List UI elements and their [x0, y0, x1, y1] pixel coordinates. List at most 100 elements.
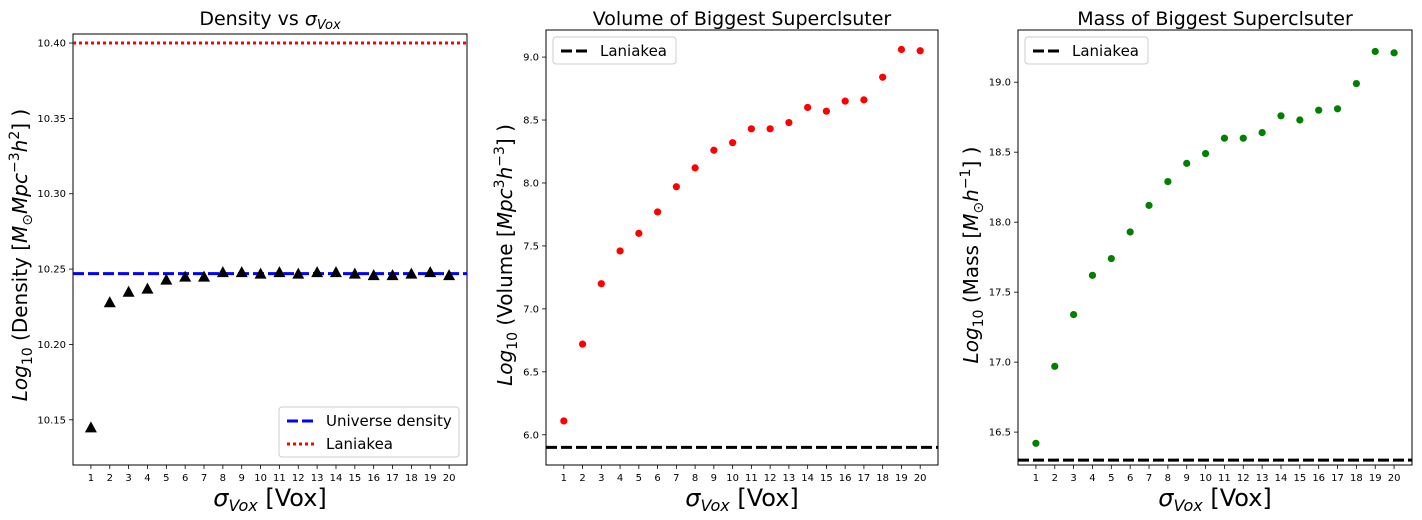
density-title: Density vs σVox [199, 8, 341, 33]
volume-y-tick-label: 8.0 [523, 178, 539, 189]
volume-x-tick-label: 18 [876, 473, 889, 484]
mass-y-tick-label: 16.5 [989, 428, 1011, 439]
mass-x-tick-label: 10 [1199, 473, 1212, 484]
volume-data-point [560, 417, 568, 425]
mass-legend-box [1024, 36, 1149, 65]
volume-data-point [672, 183, 680, 191]
density-x-tick-label: 7 [201, 473, 207, 484]
density-data-point [235, 266, 248, 278]
density-x-tick-label: 20 [443, 473, 456, 484]
mass-x-tick-label: 5 [1108, 473, 1114, 484]
density-data-point [311, 266, 324, 278]
density-data-point [329, 266, 342, 278]
mass-axes-frame [1017, 29, 1413, 466]
volume-x-tick-label: 16 [839, 473, 852, 484]
volume-data-point [710, 146, 718, 154]
mass-x-tick-label: 6 [1127, 473, 1133, 484]
density-y-axis-label: Log10 (Density [M⊙Mpc−3h2] ) [7, 109, 36, 401]
mass-data-point [1239, 134, 1247, 142]
volume-data-point [597, 280, 605, 288]
volume-data-point [691, 164, 699, 172]
mass-y-tick-label: 18.0 [989, 218, 1011, 229]
mass-x-tick-label: 8 [1165, 473, 1171, 484]
density-data-point [103, 296, 116, 308]
mass-data-point [1258, 128, 1266, 137]
mass-x-tick-label: 17 [1331, 473, 1344, 484]
volume-y-tick-label: 7.5 [523, 241, 539, 252]
volume-y-tick-label: 6.5 [523, 367, 539, 378]
mass-data-point [1070, 310, 1078, 319]
density-x-tick-label: 18 [405, 473, 418, 484]
density-data-point [122, 285, 135, 297]
volume-data-point [653, 208, 662, 216]
volume-x-tick-label: 15 [820, 473, 833, 484]
volume-data-point [860, 96, 868, 104]
density-y-tick-label: 10.25 [37, 265, 66, 276]
volume-data-point [822, 107, 831, 115]
density-x-tick-label: 17 [386, 473, 399, 484]
volume-axes-frame [545, 29, 939, 466]
mass-data-point [1371, 47, 1379, 56]
density-x-tick-label: 8 [220, 473, 226, 484]
volume-y-axis-label: Log10 (Volume [Mpc3h−3] ) [492, 124, 521, 386]
density-x-tick-label: 10 [254, 473, 267, 484]
volume-data-point [785, 118, 793, 127]
volume-x-tick-label: 8 [692, 473, 698, 484]
density-x-tick-label: 4 [144, 473, 150, 484]
mass-data-point [1333, 105, 1342, 113]
density-x-tick-label: 14 [330, 473, 343, 484]
mass-data-point [1126, 228, 1134, 236]
volume-y-tick-label: 6.0 [523, 430, 539, 441]
density-x-tick-label: 19 [424, 473, 437, 484]
density-x-tick-label: 9 [239, 473, 245, 484]
volume-data-point [747, 125, 755, 133]
density-legend: Universe density Laniakea [278, 406, 460, 458]
volume-x-tick-label: 6 [654, 473, 660, 484]
density-data-point [198, 270, 211, 282]
mass-data-point [1296, 116, 1304, 124]
mass-x-tick-label: 7 [1146, 473, 1152, 484]
mass-y-axis-label: Log10 (Mass [M⊙h−1] ) [958, 147, 987, 364]
volume-x-tick-label: 7 [673, 473, 679, 484]
mass-title: Mass of Biggest Superclsuter [1077, 8, 1353, 30]
volume-data-point [729, 139, 737, 147]
mass-x-tick-label: 14 [1275, 473, 1288, 484]
mass-data-point [1145, 201, 1153, 209]
volume-data-point [635, 229, 643, 237]
density-legend-label: Universe density [326, 412, 452, 430]
density-y-tick-label: 10.35 [37, 114, 66, 125]
density-data-point [273, 266, 286, 278]
mass-panel: Mass of Biggest Superclsuter σVox [Vox] … [958, 8, 1413, 515]
density-panel: Density vs σVox σVox [Vox] Log10 (Densit… [7, 8, 468, 515]
mass-y-tick-label: 17.0 [989, 358, 1011, 369]
density-x-tick-label: 12 [292, 473, 305, 484]
volume-x-tick-label: 3 [598, 473, 604, 484]
volume-y-tick-label: 7.0 [523, 304, 539, 315]
density-data-point [160, 273, 173, 285]
density-data-point [141, 282, 154, 294]
density-x-tick-label: 5 [163, 473, 169, 484]
density-data-point [386, 269, 399, 281]
volume-title: Volume of Biggest Superclsuter [593, 8, 892, 30]
volume-legend-label: Laniakea [600, 42, 667, 60]
mass-y-tick-label: 18.5 [989, 148, 1011, 159]
density-x-tick-label: 3 [125, 473, 131, 484]
density-y-tick-label: 10.20 [37, 340, 66, 351]
volume-data-point [766, 125, 774, 133]
mass-x-tick-label: 9 [1184, 473, 1190, 484]
mass-data-point [1164, 177, 1172, 186]
density-legend-box [278, 406, 460, 458]
density-data-point [84, 421, 97, 433]
volume-x-tick-label: 19 [895, 473, 908, 484]
density-legend-label: Laniakea [326, 435, 393, 453]
volume-x-tick-label: 1 [561, 473, 567, 484]
mass-data-point [1315, 106, 1323, 114]
density-x-tick-label: 16 [367, 473, 380, 484]
density-y-tick-label: 10.15 [37, 415, 66, 426]
density-x-tick-label: 11 [273, 473, 286, 484]
density-data-point [179, 270, 192, 282]
density-y-tick-label: 10.40 [37, 39, 66, 50]
volume-data-point [916, 47, 924, 55]
density-x-tick-label: 1 [88, 473, 94, 484]
